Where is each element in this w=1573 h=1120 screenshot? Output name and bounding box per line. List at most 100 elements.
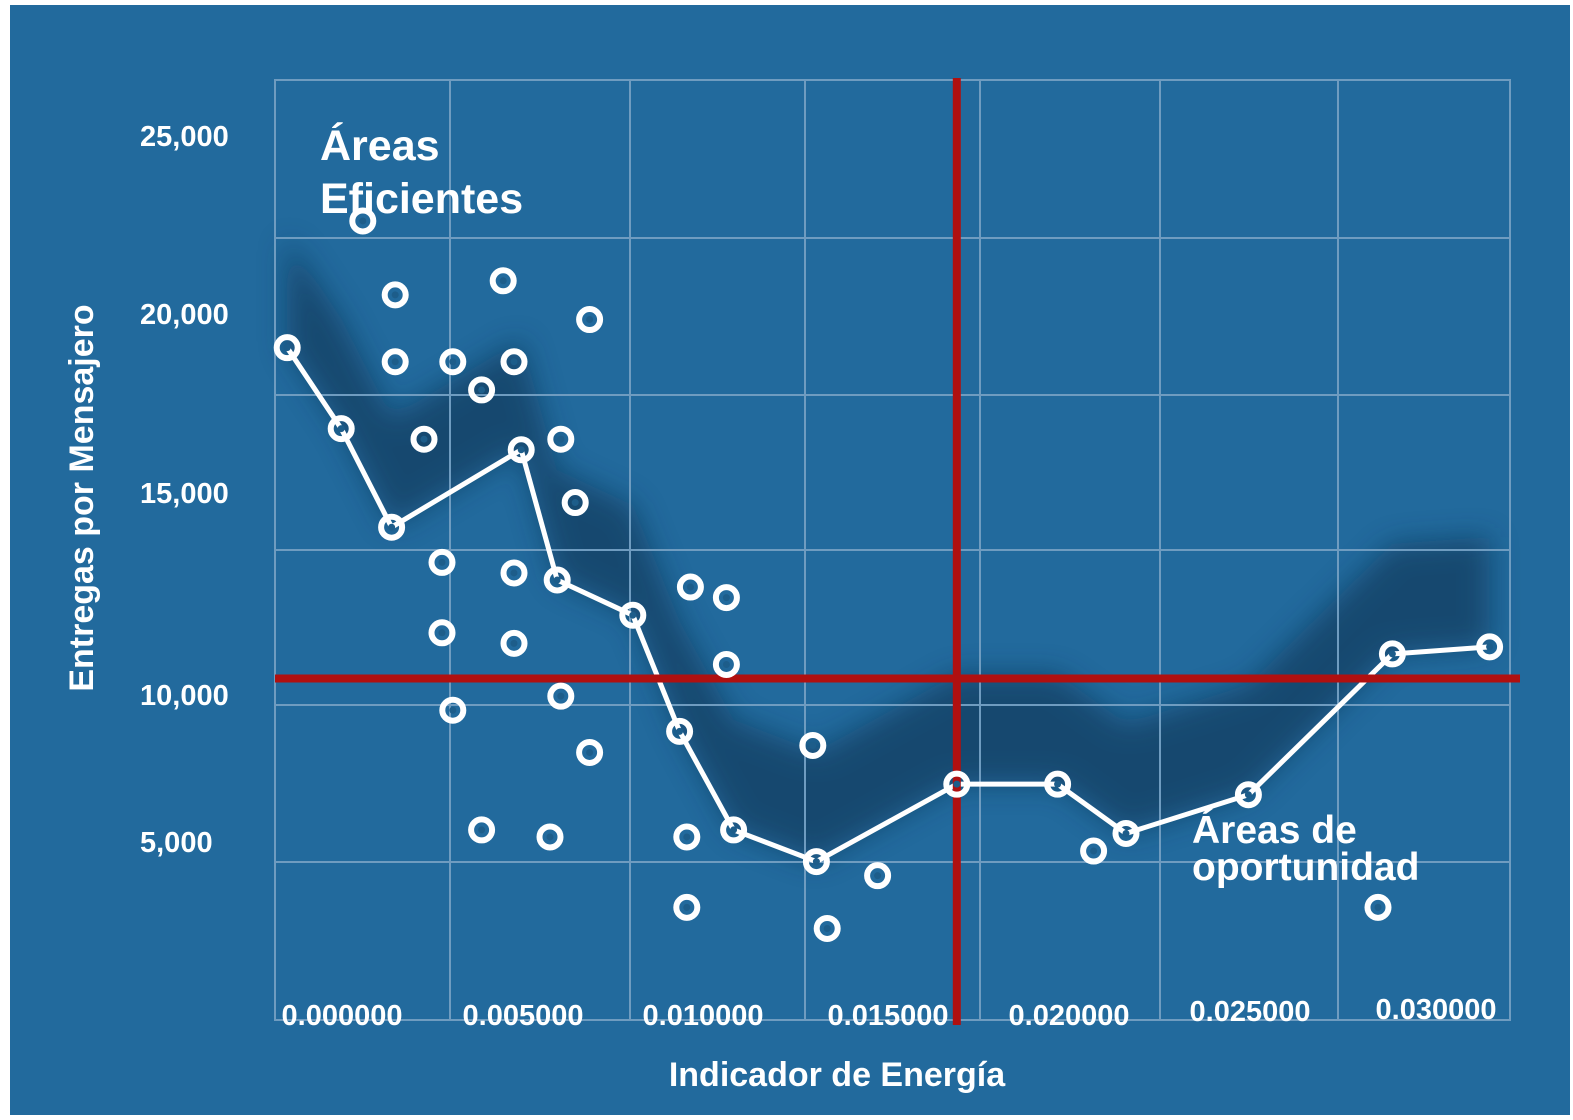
marker-center	[874, 872, 882, 880]
marker-ring	[673, 893, 701, 921]
line-point	[378, 513, 406, 541]
marker-ring	[1364, 893, 1392, 921]
scatter-point	[439, 348, 467, 376]
marker-ring	[378, 513, 406, 541]
line-point	[802, 848, 830, 876]
scatter-point	[381, 281, 409, 309]
line-point	[1044, 770, 1072, 798]
scatter-point	[500, 629, 528, 657]
line-point	[619, 601, 647, 629]
scatter-point	[547, 425, 575, 453]
marker-ring	[673, 823, 701, 851]
scatter-point	[673, 823, 701, 851]
marker-center	[683, 833, 691, 841]
marker-ring	[500, 559, 528, 587]
line-point	[327, 415, 355, 443]
marker-center	[1122, 829, 1130, 837]
line-point	[1476, 633, 1504, 661]
marker-ring	[1378, 640, 1406, 668]
marker-ring	[712, 650, 740, 678]
marker-center	[438, 629, 446, 637]
marker-ring	[720, 816, 748, 844]
scatter-point	[799, 731, 827, 759]
reference-lines	[275, 78, 1520, 1025]
scatter-point	[864, 862, 892, 890]
x-tick-label: 0.010000	[643, 1000, 764, 1032]
marker-ring	[500, 629, 528, 657]
marker-center	[391, 358, 399, 366]
marker-ring	[381, 281, 409, 309]
scatter-point	[428, 619, 456, 647]
y-tick-label: 20,000	[140, 299, 229, 331]
marker-center	[510, 569, 518, 577]
scatter-point	[428, 548, 456, 576]
marker-center	[449, 358, 457, 366]
marker-ring	[410, 425, 438, 453]
line-point	[720, 816, 748, 844]
marker-ring	[349, 207, 377, 235]
marker-center	[586, 316, 594, 324]
scatter-point	[561, 489, 589, 517]
scatter-point	[1364, 893, 1392, 921]
marker-center	[586, 748, 594, 756]
marker-ring	[1476, 633, 1504, 661]
x-axis-title: Indicador de Energía	[669, 1056, 1006, 1094]
scatter-point	[500, 559, 528, 587]
x-tick-label: 0.015000	[828, 1000, 949, 1032]
marker-center	[1388, 650, 1396, 658]
marker-center	[823, 924, 831, 932]
marker-center	[337, 425, 345, 433]
scatter-point	[349, 207, 377, 235]
marker-center	[722, 660, 730, 668]
marker-center	[388, 523, 396, 531]
marker-center	[683, 903, 691, 911]
marker-ring	[666, 717, 694, 745]
annotation-efficient-line-2: Eficientes	[320, 175, 523, 223]
marker-ring	[1080, 837, 1108, 865]
y-axis-title: Entregas por Mensajero	[63, 304, 101, 691]
marker-center	[809, 741, 817, 749]
marker-ring	[468, 816, 496, 844]
marker-center	[499, 277, 507, 285]
marker-ring	[381, 348, 409, 376]
marker-ring	[428, 619, 456, 647]
marker-center	[1244, 791, 1252, 799]
line-point	[1378, 640, 1406, 668]
marker-ring	[1044, 770, 1072, 798]
marker-ring	[943, 770, 971, 798]
marker-ring	[712, 584, 740, 612]
marker-ring	[507, 436, 535, 464]
annotation-opportunity-line-1: Áreas de	[1192, 808, 1357, 852]
line-point	[943, 770, 971, 798]
marker-ring	[536, 823, 564, 851]
marker-center	[359, 217, 367, 225]
x-tick-label: 0.000000	[282, 1000, 403, 1032]
x-tick-labels: 0.000000 0.005000 0.010000 0.015000 0.020000…	[282, 994, 1497, 1032]
x-tick-label: 0.030000	[1376, 994, 1497, 1026]
marker-ring	[813, 914, 841, 942]
scatter-point	[489, 267, 517, 295]
marker-center	[478, 386, 486, 394]
marker-ring	[676, 573, 704, 601]
marker-ring	[273, 334, 301, 362]
marker-center	[676, 727, 684, 735]
marker-center	[546, 833, 554, 841]
markers	[273, 207, 1504, 942]
marker-ring	[576, 306, 604, 334]
marker-center	[391, 291, 399, 299]
chart-background	[10, 5, 1570, 1115]
marker-center	[553, 576, 561, 584]
annotation-efficient-line-1: Áreas	[320, 122, 440, 170]
line-point	[1112, 819, 1140, 847]
scatter-point	[673, 893, 701, 921]
marker-ring	[489, 267, 517, 295]
y-tick-labels: 5,000 10,000 15,000 20,000 25,000	[140, 121, 229, 859]
marker-ring	[439, 348, 467, 376]
marker-center	[571, 499, 579, 507]
line-point	[273, 334, 301, 362]
line-point	[507, 436, 535, 464]
marker-center	[478, 826, 486, 834]
y-tick-label: 5,000	[140, 827, 213, 859]
